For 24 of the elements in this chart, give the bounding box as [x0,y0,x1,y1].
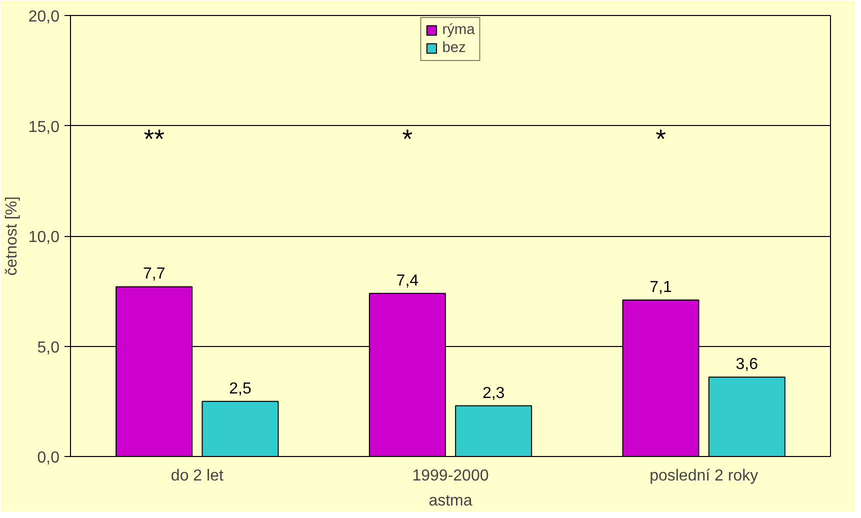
x-tick-label: do 2 let [170,468,224,484]
annotation: ** [144,124,164,154]
y-tick-label: 0,0 [37,450,60,466]
annotation: * [656,124,666,154]
data-label: 7,4 [396,272,419,290]
y-tick-label: 10,0 [28,229,60,246]
bar [455,405,532,456]
y-tick-label: 20,0 [28,8,60,26]
y-axis-title: četnost [%] [3,196,20,276]
data-label: 3,6 [736,356,758,374]
x-axis-title: astma [428,492,472,510]
bar [708,376,786,456]
x-tick-label: 1999-2000 [412,468,489,484]
legend-label: bez [442,40,466,56]
annotation: * [402,124,413,154]
data-label: 2,5 [229,380,252,398]
y-tick-label: 15,0 [28,118,60,136]
legend-label: rýma [442,22,475,38]
data-label: 7,1 [650,278,672,296]
x-tick-label: poslední 2 roky [650,468,758,484]
bar [202,400,279,456]
data-label: 2,3 [482,384,505,402]
data-label: 7,7 [142,266,166,283]
y-tick-label: 5,0 [37,339,60,356]
